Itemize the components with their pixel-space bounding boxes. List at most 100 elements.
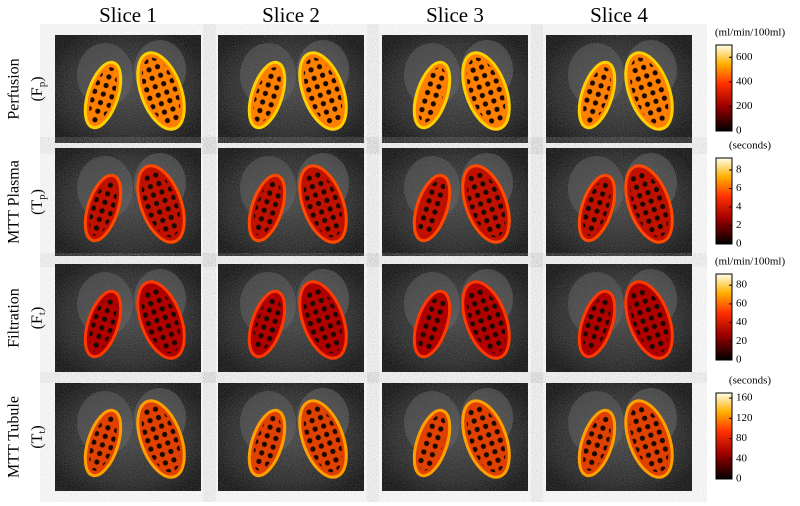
- kidney-texture: [253, 180, 281, 236]
- mri-panel: [218, 148, 364, 256]
- colorbar-tick-label: 600: [736, 51, 753, 63]
- row-label: Perfusion: [6, 58, 23, 119]
- kidney-texture: [418, 180, 446, 236]
- colorbar-tick-label: 0: [736, 125, 742, 137]
- row-symbol: (Fp): [29, 76, 48, 101]
- mri-panel: [382, 383, 528, 491]
- mri-panel: [218, 35, 364, 143]
- kidney-texture: [303, 170, 343, 238]
- symbol-sub: p: [36, 81, 48, 87]
- row-label: Filtration: [6, 288, 23, 348]
- mri-panel: [55, 383, 201, 491]
- mri-panel: [546, 148, 692, 256]
- kidney-texture: [583, 180, 611, 236]
- mri-panel: [218, 383, 364, 491]
- colorbar-tick-label: 400: [736, 75, 753, 87]
- symbol-end: ): [29, 425, 46, 430]
- mri-panel: [55, 148, 201, 256]
- kidney-texture: [303, 286, 343, 354]
- colorbar-tick-label: 60: [736, 297, 748, 309]
- mri-panel: [218, 264, 364, 372]
- symbol-end: ): [29, 189, 46, 194]
- column-title: Slice 2: [262, 3, 320, 27]
- kidney-texture: [141, 405, 181, 473]
- symbol-base: (F: [29, 315, 46, 329]
- kidney-texture: [466, 57, 506, 125]
- mri-panel: [55, 264, 201, 372]
- kidney-texture: [629, 286, 669, 354]
- colorbar-tick-label: 4: [736, 201, 742, 213]
- colorbar-tick-label: 80: [736, 279, 748, 291]
- colorbar-tick-label: 0: [736, 473, 742, 485]
- kidney-texture: [141, 286, 181, 354]
- kidney-texture: [583, 415, 611, 471]
- colorbar-unit: (ml/min/100ml): [715, 27, 786, 39]
- kidney-texture: [141, 170, 181, 238]
- row-label: MTT Plasma: [6, 160, 23, 244]
- colorbar-tick-label: 0: [736, 238, 742, 250]
- symbol-sub: t: [36, 312, 48, 315]
- colorbar: [715, 44, 733, 132]
- kidney-texture: [89, 67, 117, 123]
- colorbar-tick-label: 80: [736, 432, 748, 444]
- colorbar-tick-label: 6: [736, 182, 742, 194]
- colorbar-tick-label: 200: [736, 100, 753, 112]
- kidney-texture: [253, 296, 281, 352]
- kidney-texture: [418, 296, 446, 352]
- symbol-base: (T: [29, 200, 46, 215]
- colorbar-tick-label: 160: [736, 392, 753, 404]
- mri-panel: [382, 148, 528, 256]
- kidney-texture: [466, 405, 506, 473]
- symbol-base: (T: [29, 433, 46, 448]
- kidney-texture: [89, 180, 117, 236]
- kidney-texture: [89, 296, 117, 352]
- mri-panel: [382, 264, 528, 372]
- kidney-texture: [418, 415, 446, 471]
- colorbar-tick-label: 120: [736, 412, 753, 424]
- row-symbol: (Tp): [29, 189, 48, 215]
- column-title: Slice 4: [590, 3, 648, 27]
- kidney-texture: [583, 67, 611, 123]
- kidney-texture: [466, 286, 506, 354]
- kidney-texture: [141, 57, 181, 125]
- kidney-texture: [303, 57, 343, 125]
- kidney-texture: [629, 405, 669, 473]
- column-title: Slice 1: [99, 3, 157, 27]
- row-symbol: (Tt): [29, 425, 48, 449]
- symbol-sub: t: [36, 431, 48, 434]
- kidney-texture: [418, 67, 446, 123]
- colorbar-tick-label: 20: [736, 335, 748, 347]
- colorbar-unit: (ml/min/100ml): [715, 256, 786, 268]
- mri-panel: [382, 35, 528, 143]
- colorbar-unit: (seconds): [729, 375, 771, 387]
- mri-panel: [55, 35, 201, 143]
- kidney-texture: [253, 415, 281, 471]
- colorbar-tick-label: 8: [736, 164, 742, 176]
- kidney-texture: [303, 405, 343, 473]
- mri-panel: [546, 264, 692, 372]
- row-symbol: (Ft): [29, 307, 48, 330]
- kidney-texture: [253, 67, 281, 123]
- colorbar-unit: (seconds): [729, 140, 771, 152]
- mri-panel: [546, 35, 692, 143]
- colorbar-tick-label: 40: [736, 452, 748, 464]
- colorbar-tick-label: 40: [736, 316, 748, 328]
- colorbar: [715, 273, 733, 361]
- kidney-texture: [583, 296, 611, 352]
- colorbar-tick-label: 2: [736, 219, 742, 231]
- kidney-texture: [629, 170, 669, 238]
- colorbar: [715, 392, 733, 480]
- column-title: Slice 3: [426, 3, 484, 27]
- colorbar-tick-label: 0: [736, 354, 742, 366]
- kidney-texture: [466, 170, 506, 238]
- symbol-sub: p: [36, 194, 48, 200]
- mri-panel: [546, 383, 692, 491]
- symbol-end: ): [29, 307, 46, 312]
- colorbar: [715, 157, 733, 245]
- symbol-end: ): [29, 76, 46, 81]
- kidney-texture: [629, 57, 669, 125]
- kidney-texture: [89, 415, 117, 471]
- symbol-base: (F: [29, 87, 46, 101]
- row-label: MTT Tubule: [6, 396, 23, 478]
